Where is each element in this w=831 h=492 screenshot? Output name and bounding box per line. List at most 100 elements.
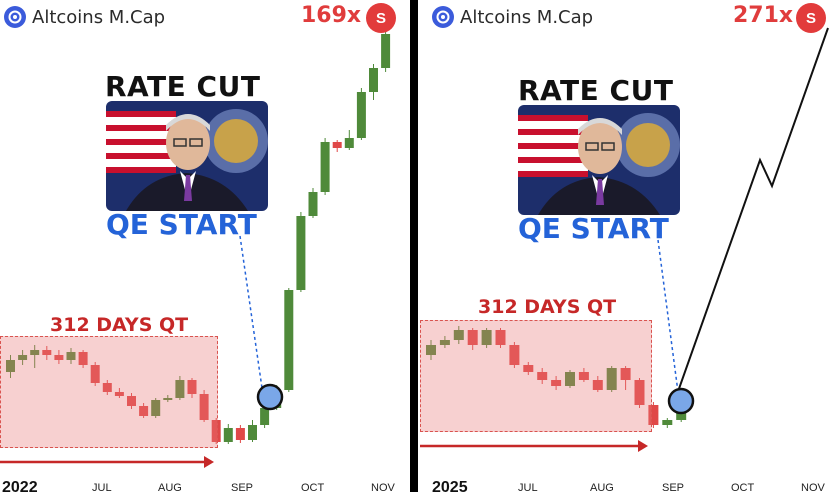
chart-panel-2025: Altcoins M.Cap 271x S RATE CUT QE START …	[418, 0, 831, 492]
candle-body	[356, 92, 366, 138]
candle-body	[114, 392, 124, 396]
candle	[369, 64, 378, 100]
candle-body	[662, 420, 673, 425]
candle-body	[369, 68, 378, 92]
candle-body	[211, 420, 221, 442]
x-tick-jul: JUL	[92, 482, 112, 492]
candle	[426, 340, 436, 360]
candle	[114, 388, 124, 398]
qt-period-box	[0, 336, 218, 448]
qe-guide-line	[239, 235, 263, 389]
candle-body	[592, 380, 603, 390]
candle	[223, 424, 233, 444]
candle	[344, 130, 354, 150]
candle	[187, 378, 197, 398]
candle-body	[523, 365, 534, 372]
candle-body	[634, 380, 645, 405]
candle-body	[578, 372, 589, 380]
qt-days-label: 312 DAYS QT	[478, 296, 617, 318]
candle-body	[381, 34, 391, 68]
candle	[381, 28, 391, 72]
candle-body	[481, 330, 492, 345]
candle-body	[248, 425, 257, 440]
brand-logo-icon	[432, 6, 454, 28]
candle-body	[260, 408, 270, 425]
candle-body	[320, 142, 330, 192]
candle-body	[509, 345, 520, 365]
rate-cut-headline: RATE CUT	[518, 74, 674, 107]
candle-body	[102, 383, 112, 392]
candle-body	[537, 372, 548, 380]
candle-body	[565, 372, 575, 386]
x-tick-nov: NOV	[371, 482, 395, 492]
multiplier-label: 271x	[733, 3, 794, 28]
year-label: 2025	[432, 479, 468, 492]
candle	[332, 140, 342, 152]
chart-title: Altcoins M.Cap	[460, 6, 594, 28]
candle-body	[187, 380, 197, 394]
candle	[6, 355, 15, 378]
candle-body	[467, 330, 478, 345]
candle	[102, 380, 112, 395]
candle-body	[551, 380, 562, 386]
candle-body	[78, 352, 88, 365]
candle	[127, 393, 136, 409]
candle	[42, 346, 52, 360]
candle	[151, 398, 161, 418]
candle	[439, 336, 450, 348]
candle	[139, 403, 149, 418]
candle-body	[54, 355, 64, 360]
candlestick-chart-2025	[420, 27, 829, 452]
candle-body	[30, 350, 40, 355]
candle-body	[223, 428, 233, 442]
year-label: 2022	[2, 479, 38, 492]
rate-cut-headline: RATE CUT	[105, 70, 261, 103]
chart-panel-2022: Altcoins M.Cap 169x S RATE CUT QE START …	[0, 0, 410, 492]
candle-body	[42, 350, 52, 355]
chart-brand: Altcoins M.Cap	[432, 6, 593, 28]
x-tick-nov: NOV	[801, 482, 825, 492]
candle	[620, 366, 631, 390]
candle-body	[332, 142, 342, 148]
qe-start-label: QE START	[518, 212, 669, 245]
qe-start-marker	[667, 387, 695, 415]
candle	[453, 326, 464, 344]
qe-guide-line	[657, 239, 679, 393]
candle-body	[175, 380, 185, 398]
qt-arrow-head	[638, 440, 648, 452]
speaker-photo	[106, 101, 268, 211]
candle	[90, 362, 100, 386]
candle	[648, 402, 659, 428]
qt-arrow-head	[204, 456, 214, 468]
candle	[211, 418, 221, 444]
candle-body	[66, 352, 76, 360]
candle	[18, 350, 28, 365]
x-tick-sep: SEP	[231, 482, 254, 492]
candle	[509, 342, 520, 368]
candle-body	[163, 398, 173, 400]
candle	[634, 378, 645, 408]
candle-body	[127, 396, 136, 406]
candle-body	[18, 355, 28, 360]
candle	[662, 418, 673, 428]
chart-brand: Altcoins M.Cap	[4, 6, 165, 28]
candle	[66, 348, 76, 364]
candle-body	[676, 410, 687, 420]
candle	[54, 350, 64, 364]
candle	[551, 376, 562, 390]
brand-logo-icon	[4, 6, 26, 28]
candle	[78, 350, 88, 368]
candle	[199, 390, 209, 422]
candle	[565, 370, 575, 388]
candle	[248, 420, 257, 442]
x-tick-oct: OCT	[731, 482, 755, 492]
candle	[578, 368, 589, 382]
candle	[308, 188, 318, 218]
speaker-photo	[518, 105, 680, 215]
candle-body	[426, 345, 436, 355]
panel-divider	[410, 0, 418, 492]
x-tick-oct: OCT	[301, 482, 325, 492]
candle-body	[235, 428, 245, 440]
candle-body	[620, 368, 631, 380]
s-badge-icon: S	[796, 3, 826, 33]
